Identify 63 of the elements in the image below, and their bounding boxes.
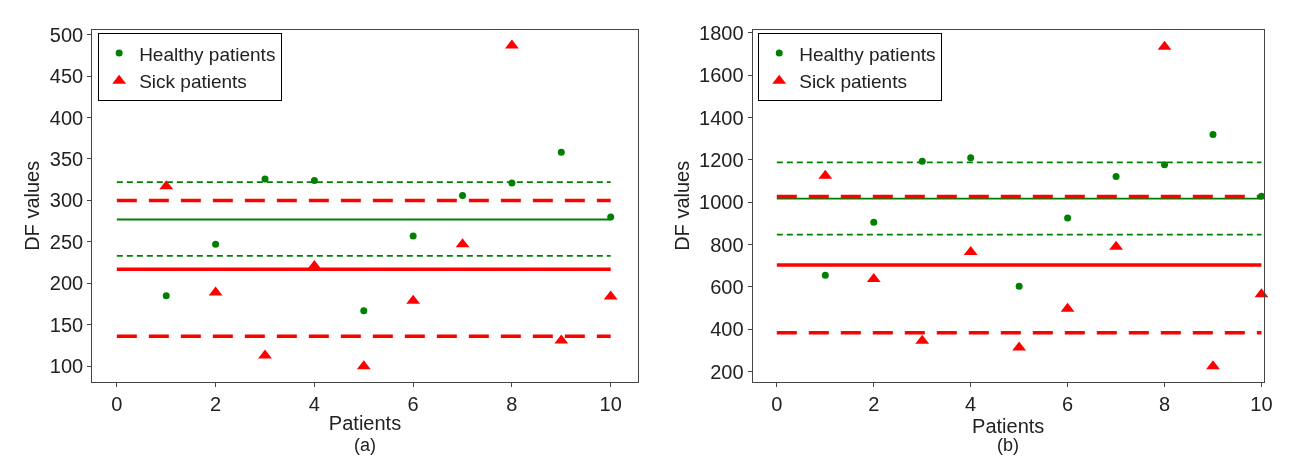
- y-tick-label: 350: [49, 147, 84, 170]
- x-axis-title: Patients: [328, 412, 402, 435]
- point: [459, 191, 467, 199]
- x-tick-label: 8: [506, 392, 518, 415]
- legend-label: Healthy patients: [799, 43, 936, 65]
- y-tick-label: 200: [710, 360, 744, 383]
- point: [967, 154, 975, 162]
- point: [1109, 240, 1123, 250]
- point: [1161, 161, 1169, 169]
- y-tick-label: 400: [49, 106, 84, 129]
- x-tick-label: 2: [868, 392, 880, 415]
- x-tick-label: 4: [308, 392, 320, 415]
- point: [1257, 192, 1265, 200]
- text: (b): [997, 435, 1019, 455]
- x-tick-label: 10: [599, 392, 622, 415]
- x-tick-label: 10: [1250, 392, 1273, 415]
- point: [310, 177, 318, 185]
- point: [821, 271, 829, 279]
- y-tick-label: 300: [49, 189, 84, 212]
- point: [1064, 214, 1072, 222]
- point: [1209, 130, 1217, 138]
- point: [1015, 282, 1023, 290]
- y-tick-label: 150: [49, 313, 84, 336]
- point: [1112, 172, 1120, 180]
- point: [360, 307, 368, 315]
- point: [607, 213, 615, 221]
- point: [870, 218, 878, 226]
- x-axis-title: Patients: [972, 414, 1045, 437]
- y-tick-label: 800: [710, 233, 744, 256]
- x-tick-label: 4: [965, 392, 977, 415]
- y-tick-label: 250: [49, 230, 84, 253]
- x-tick-label: 2: [210, 392, 222, 415]
- x-tick-label: 8: [1158, 392, 1171, 415]
- point: [557, 148, 565, 156]
- x-tick-label: 6: [1062, 392, 1074, 415]
- legend-label: Sick patients: [799, 71, 907, 93]
- point: [409, 232, 417, 240]
- point: [508, 179, 516, 187]
- y-tick-label: 600: [710, 275, 744, 298]
- y-tick-label: 1800: [699, 21, 744, 44]
- text: (a): [354, 435, 376, 455]
- x-tick-label: 0: [111, 392, 123, 415]
- legend-label: Sick patients: [139, 71, 247, 93]
- y-tick-label: 1200: [699, 148, 744, 171]
- point: [258, 349, 272, 359]
- y-axis-title: DF values: [670, 160, 693, 251]
- y-tick-label: 400: [710, 318, 744, 341]
- point: [261, 175, 269, 183]
- y-tick-label: 450: [49, 65, 84, 88]
- x-tick-label: 0: [771, 392, 783, 415]
- y-axis-title: DF values: [21, 160, 44, 251]
- point: [1206, 360, 1220, 370]
- y-tick-label: 1000: [699, 191, 744, 214]
- x-tick-label: 6: [407, 392, 419, 415]
- point: [162, 292, 170, 300]
- point: [918, 157, 926, 165]
- y-tick-label: 100: [49, 355, 84, 378]
- y-tick-label: 200: [49, 272, 84, 295]
- y-tick-label: 500: [49, 23, 84, 46]
- y-tick-label: 1600: [699, 64, 744, 87]
- legend-label: Healthy patients: [139, 43, 276, 65]
- point: [212, 240, 220, 248]
- y-tick-label: 1400: [699, 106, 744, 129]
